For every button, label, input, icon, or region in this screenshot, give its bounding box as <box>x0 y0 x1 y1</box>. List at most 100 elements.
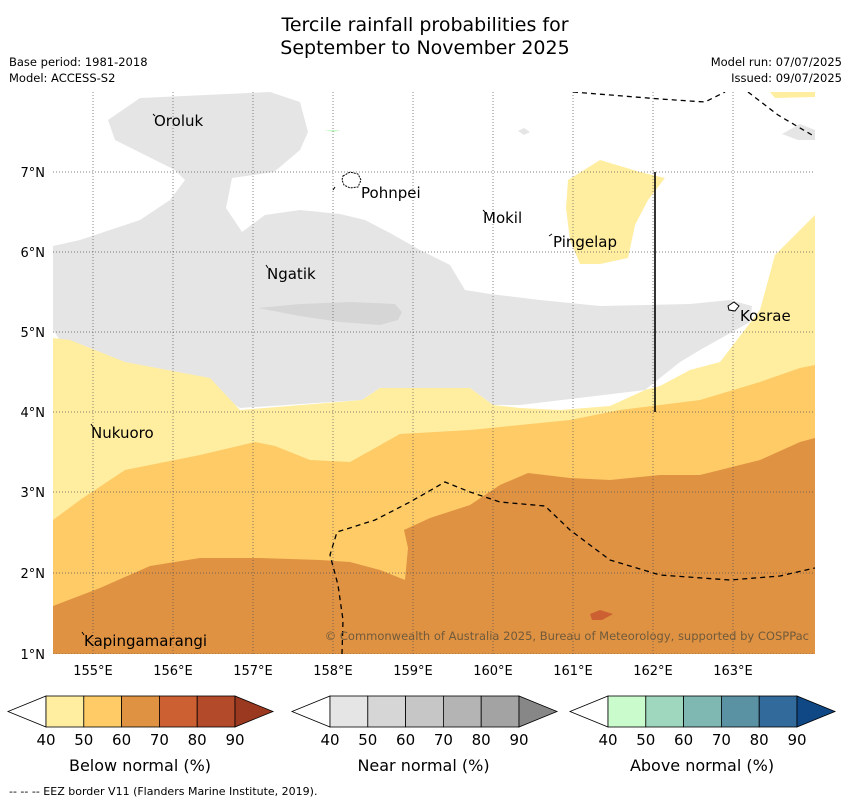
kosrae-island <box>727 301 740 312</box>
base-period: Base period: 1981-2018 <box>9 55 148 69</box>
colorbar-1-tick-0: 40 <box>320 731 339 749</box>
below-normal-50-region-pingelap <box>566 160 665 264</box>
colorbar-2-max-arrow <box>796 695 837 728</box>
colorbar-label-above: Above normal (%) <box>629 756 775 775</box>
mokil-mark <box>482 209 486 213</box>
lat-tick-label-6: 1°N <box>21 648 46 663</box>
lon-tick-label-6: 161°E <box>553 664 593 679</box>
place-label-pohnpei: Pohnpei <box>361 184 421 202</box>
colorbar-1-tick-1: 50 <box>358 731 377 749</box>
colorbar-2-tick-1: 50 <box>636 731 655 749</box>
title-line-2: September to November 2025 <box>280 37 570 59</box>
lon-tick-label-1: 156°E <box>153 664 193 679</box>
colorbar-2-tick-5: 90 <box>787 731 806 749</box>
lat-tick-label-4: 3°N <box>21 486 46 501</box>
lon-tick-label-8: 163°E <box>713 664 753 679</box>
colorbar-0-tick-0: 40 <box>36 731 55 749</box>
colorbar-0-segment-2 <box>121 695 160 728</box>
ngatik-mark <box>265 264 269 269</box>
colorbar-1: 40 50 60 70 80 90 <box>290 695 559 749</box>
colorbar-label-near: Near normal (%) <box>357 756 490 775</box>
near-normal-region-northeast <box>782 124 815 140</box>
footnote-eez: -- -- -- EEZ border V11 (Flanders Marine… <box>9 785 318 798</box>
colorbar-1-tick-4: 80 <box>472 731 491 749</box>
colorbar-label-below: Below normal (%) <box>68 756 212 775</box>
oroluk-mark <box>152 113 156 117</box>
nukuoro-mark <box>90 423 94 428</box>
colorbar-2-tick-2: 60 <box>674 731 693 749</box>
lon-tick-label-5: 160°E <box>473 664 513 679</box>
gridlines <box>53 92 815 654</box>
colorbar-0-tick-4: 80 <box>188 731 207 749</box>
pohnpei-reef-mark <box>332 186 336 191</box>
lon-tick-label-7: 162°E <box>633 664 673 679</box>
colorbar-2-segment-3 <box>721 695 760 728</box>
colorbar-2-tick-0: 40 <box>598 731 617 749</box>
near-normal-fleck <box>518 128 530 135</box>
below-normal-80-fleck <box>590 610 613 620</box>
place-label-mokil: Mokil <box>483 209 522 227</box>
colorbar-0-min-arrow <box>6 695 47 728</box>
lon-tick-label-0: 155°E <box>73 664 113 679</box>
place-label-kosrae: Kosrae <box>740 307 791 325</box>
issued-date: Issued: 09/07/2025 <box>731 71 842 85</box>
colorbar-1-segment-4 <box>480 695 520 728</box>
colorbar-2-segment-2 <box>683 695 722 728</box>
place-labels: Oroluk Pohnpei Mokil Pingelap Ngatik Kos… <box>84 112 791 650</box>
lon-tick-label-3: 158°E <box>313 664 353 679</box>
place-label-oroluk: Oroluk <box>154 112 203 130</box>
map-plot-area <box>53 92 815 654</box>
near-normal-60-patch <box>258 302 402 325</box>
eez-border-north <box>572 92 813 136</box>
pohnpei-island <box>341 171 362 189</box>
colorbar-1-segment-2 <box>405 695 444 728</box>
colorbar-0-tick-5: 90 <box>225 731 244 749</box>
colorbar-0-segment-0 <box>45 695 85 728</box>
place-label-kapingamarangi: Kapingamarangi <box>84 632 207 650</box>
eez-border-south <box>329 481 815 654</box>
colorbar-0-segment-3 <box>158 695 198 728</box>
colorbar-2-segment-4 <box>758 695 798 728</box>
colorbar-1-segment-1 <box>367 695 406 728</box>
below-normal-70-region <box>53 438 815 654</box>
meta-left: Base period: 1981-2018 Model: ACCESS-S2 <box>9 54 148 86</box>
colorbar-1-max-arrow <box>518 695 559 728</box>
colorbar-1-tick-3: 70 <box>434 731 453 749</box>
lat-tick-label-1: 6°N <box>21 246 46 261</box>
copyright-text: © Commonwealth of Australia 2025, Bureau… <box>325 629 809 643</box>
place-label-ngatik: Ngatik <box>267 265 316 283</box>
colorbar-0-segment-4 <box>196 695 236 728</box>
lat-tick-label-2: 5°N <box>21 326 46 341</box>
latitude-tick-labels: 7°N 6°N 5°N 4°N 3°N 2°N 1°N <box>21 166 46 663</box>
colorbar-1-segment-3 <box>442 695 482 728</box>
longitude-tick-labels: 155°E 156°E 157°E 158°E 159°E 160°E 161°E 162°E… <box>73 664 753 679</box>
below-normal-50-region-north <box>770 92 815 98</box>
lon-tick-label-2: 157°E <box>233 664 273 679</box>
kapinga-mark <box>81 631 85 636</box>
colorbar-1-min-arrow <box>290 695 331 728</box>
colorbars: 40 50 60 70 80 90 40 50 60 70 80 90 40 50 60 70 80 90 <box>6 695 837 749</box>
colorbar-2-segment-1 <box>645 695 684 728</box>
meta-right: Model run: 07/07/2025 Issued: 09/07/2025 <box>711 54 842 86</box>
colorbar-1-tick-5: 90 <box>509 731 528 749</box>
colorbar-0-max-arrow <box>234 695 275 728</box>
colorbar-1-segment-0 <box>329 695 369 728</box>
above-normal-fleck <box>324 130 340 132</box>
pingelap-mark <box>548 233 553 237</box>
colorbar-2-min-arrow <box>568 695 609 728</box>
place-label-nukuoro: Nukuoro <box>91 424 154 442</box>
lat-tick-label-3: 4°N <box>21 406 46 421</box>
colorbar-2-segment-0 <box>607 695 647 728</box>
place-label-pingelap: Pingelap <box>553 233 617 251</box>
model-run: Model run: 07/07/2025 <box>710 55 842 69</box>
colorbar-0: 40 50 60 70 80 90 <box>6 695 275 749</box>
colorbar-0-tick-1: 50 <box>74 731 93 749</box>
colorbar-0-segment-1 <box>83 695 123 728</box>
colorbar-2-tick-3: 70 <box>712 731 731 749</box>
lat-tick-label-5: 2°N <box>21 567 46 582</box>
near-normal-region-north <box>53 92 752 408</box>
colorbar-0-tick-3: 70 <box>150 731 169 749</box>
colorbar-2: 40 50 60 70 80 90 <box>568 695 837 749</box>
colorbar-0-tick-2: 60 <box>112 731 131 749</box>
